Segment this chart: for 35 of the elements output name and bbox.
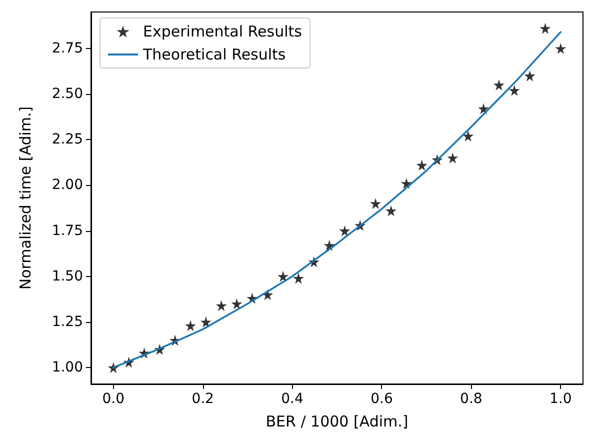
point — [447, 152, 458, 164]
y-tick-label: 1.50 — [52, 268, 83, 284]
y-axis-title: Normalized time [Adim.] — [16, 106, 34, 290]
point — [416, 160, 428, 171]
x-tick-label: 0.8 — [460, 391, 482, 407]
point — [200, 316, 212, 328]
point — [540, 22, 551, 34]
x-tick-label: 1.0 — [550, 391, 572, 407]
x-tick-label: 0.2 — [192, 391, 214, 407]
x-tick-label: 0.4 — [281, 391, 304, 407]
y-tick-label: 2.00 — [52, 177, 83, 194]
point — [292, 272, 304, 284]
point — [216, 300, 227, 312]
point — [339, 225, 350, 236]
y-tick-label: 1.25 — [52, 314, 83, 330]
legend-label: Experimental Results — [143, 22, 302, 40]
point — [555, 42, 566, 54]
point — [184, 320, 196, 332]
y-tick-label: 1.75 — [52, 222, 83, 239]
legend-label: Theoretical Results — [142, 46, 286, 64]
x-tick-label: 0.0 — [102, 391, 124, 407]
y-tick-label: 2.25 — [52, 132, 83, 148]
point — [370, 198, 382, 209]
x-axis-title: BER / 1000 [Adim.] — [266, 412, 408, 430]
y-tick-label: 1.00 — [52, 360, 83, 376]
point — [278, 270, 289, 282]
x-tick-label: 0.6 — [370, 391, 393, 407]
y-tick-label: 2.75 — [52, 40, 83, 56]
point — [493, 79, 504, 90]
point — [462, 130, 474, 142]
point — [231, 298, 242, 310]
point — [385, 205, 396, 216]
y-tick-label: 2.50 — [52, 86, 83, 102]
point — [524, 70, 536, 82]
point — [508, 84, 520, 96]
